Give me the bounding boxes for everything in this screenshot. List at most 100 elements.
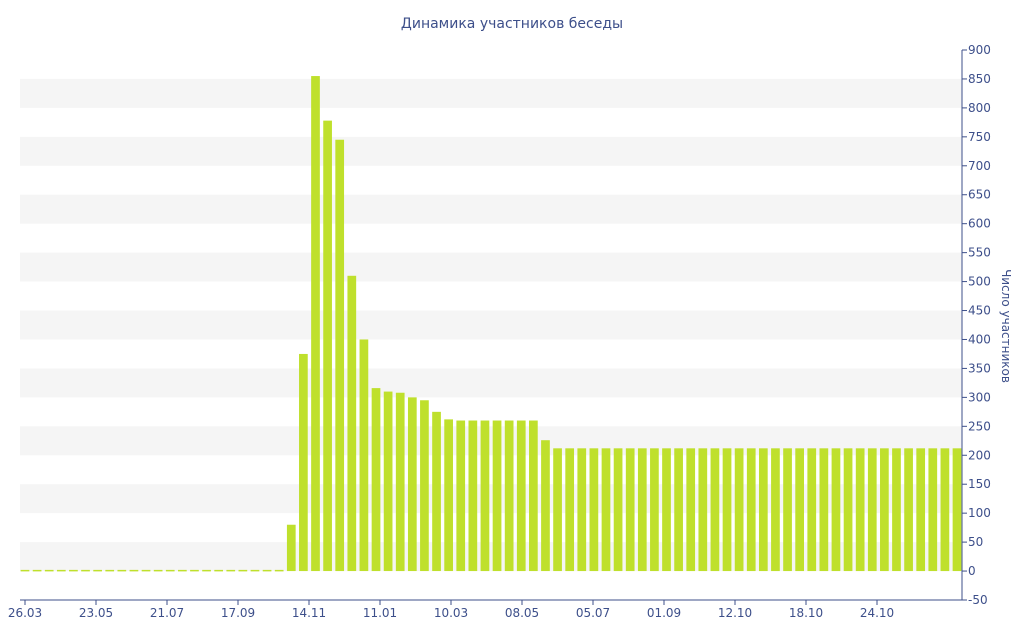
bar xyxy=(601,448,611,572)
x-tick-label: 10.03 xyxy=(434,606,468,620)
bar xyxy=(504,420,514,572)
x-tick-label: 08.05 xyxy=(505,606,539,620)
x-tick-label: 11.01 xyxy=(363,606,397,620)
bar xyxy=(81,569,90,572)
y-axis-title: Число участников xyxy=(999,269,1013,383)
grid-band xyxy=(20,310,962,340)
bar xyxy=(456,420,466,572)
bar xyxy=(286,524,296,572)
bar xyxy=(686,448,696,572)
bar xyxy=(238,569,248,572)
y-tick-label: 750 xyxy=(968,130,991,144)
y-tick-label: 550 xyxy=(968,246,991,260)
bar xyxy=(541,440,550,572)
bar xyxy=(529,420,538,572)
bar xyxy=(335,139,345,572)
bar xyxy=(347,275,357,572)
bar xyxy=(674,448,683,572)
bar xyxy=(69,569,78,572)
bar xyxy=(662,448,671,572)
bar xyxy=(359,339,369,572)
bar xyxy=(831,448,841,572)
x-tick-label: 14.11 xyxy=(292,606,326,620)
bar xyxy=(916,448,926,572)
bar xyxy=(807,448,817,572)
bar xyxy=(492,420,502,572)
bar xyxy=(32,569,42,572)
bar xyxy=(56,569,66,572)
bar xyxy=(323,120,332,572)
x-tick-label: 01.09 xyxy=(647,606,681,620)
bar xyxy=(214,569,224,572)
y-axis-ticks: -50 0 50 100 150 200 250 300 350 400 450 500 550 600 6… xyxy=(962,43,991,607)
bar xyxy=(468,420,478,572)
grid-band xyxy=(20,136,962,166)
grid-band xyxy=(20,368,962,398)
x-tick-label: 05.07 xyxy=(576,606,610,620)
bar xyxy=(577,448,587,572)
x-tick-label: 26.03 xyxy=(8,606,42,620)
grid-band xyxy=(20,252,962,282)
bar xyxy=(625,448,635,572)
bar xyxy=(93,569,102,572)
bar xyxy=(819,448,829,572)
bar xyxy=(795,448,804,572)
bar xyxy=(190,569,199,572)
y-tick-label: 900 xyxy=(968,43,991,57)
bar xyxy=(299,353,308,572)
bar xyxy=(117,569,127,572)
x-tick-label: 17.09 xyxy=(221,606,255,620)
x-tick-label: 12.10 xyxy=(718,606,752,620)
bar xyxy=(153,569,163,572)
y-tick-label: 0 xyxy=(968,564,976,578)
bar xyxy=(746,448,756,572)
y-tick-label: 800 xyxy=(968,101,991,115)
bar xyxy=(371,388,381,572)
grid-band xyxy=(20,194,962,224)
bar xyxy=(722,448,732,572)
bar xyxy=(758,448,768,572)
y-tick-label: 250 xyxy=(968,419,991,433)
bar xyxy=(880,448,889,572)
bar xyxy=(952,448,962,572)
grid-band xyxy=(20,542,962,572)
bar xyxy=(553,448,562,572)
grid-band xyxy=(20,484,962,514)
x-tick-label: 21.07 xyxy=(150,606,184,620)
y-tick-label: 200 xyxy=(968,448,991,462)
y-tick-label: 700 xyxy=(968,159,991,173)
bar xyxy=(867,448,877,572)
bar xyxy=(202,569,211,572)
bar xyxy=(843,448,853,572)
x-tick-label: 24.10 xyxy=(860,606,894,620)
bar xyxy=(698,448,708,572)
bar xyxy=(480,420,490,572)
bar xyxy=(710,448,720,572)
y-tick-label: 450 xyxy=(968,304,991,318)
bar xyxy=(44,569,54,572)
bar xyxy=(165,569,175,572)
bar xyxy=(516,420,526,572)
y-tick-label: 850 xyxy=(968,72,991,86)
bar xyxy=(892,448,901,572)
bar xyxy=(650,448,659,572)
bar xyxy=(904,448,913,572)
chart-title: Динамика участников беседы xyxy=(401,16,623,32)
bar xyxy=(311,76,320,572)
bar xyxy=(274,569,284,572)
bar xyxy=(783,448,792,572)
y-tick-label: 650 xyxy=(968,188,991,202)
bar xyxy=(395,392,405,572)
y-tick-label: 500 xyxy=(968,275,991,289)
bar xyxy=(383,391,393,572)
bar xyxy=(613,448,623,572)
y-tick-label: 300 xyxy=(968,390,991,404)
bar xyxy=(771,448,780,572)
bar xyxy=(250,569,260,572)
bar xyxy=(734,448,744,572)
grid-bands xyxy=(20,78,962,572)
y-tick-label: 400 xyxy=(968,332,991,346)
grid-band xyxy=(20,426,962,456)
bar xyxy=(105,569,115,572)
